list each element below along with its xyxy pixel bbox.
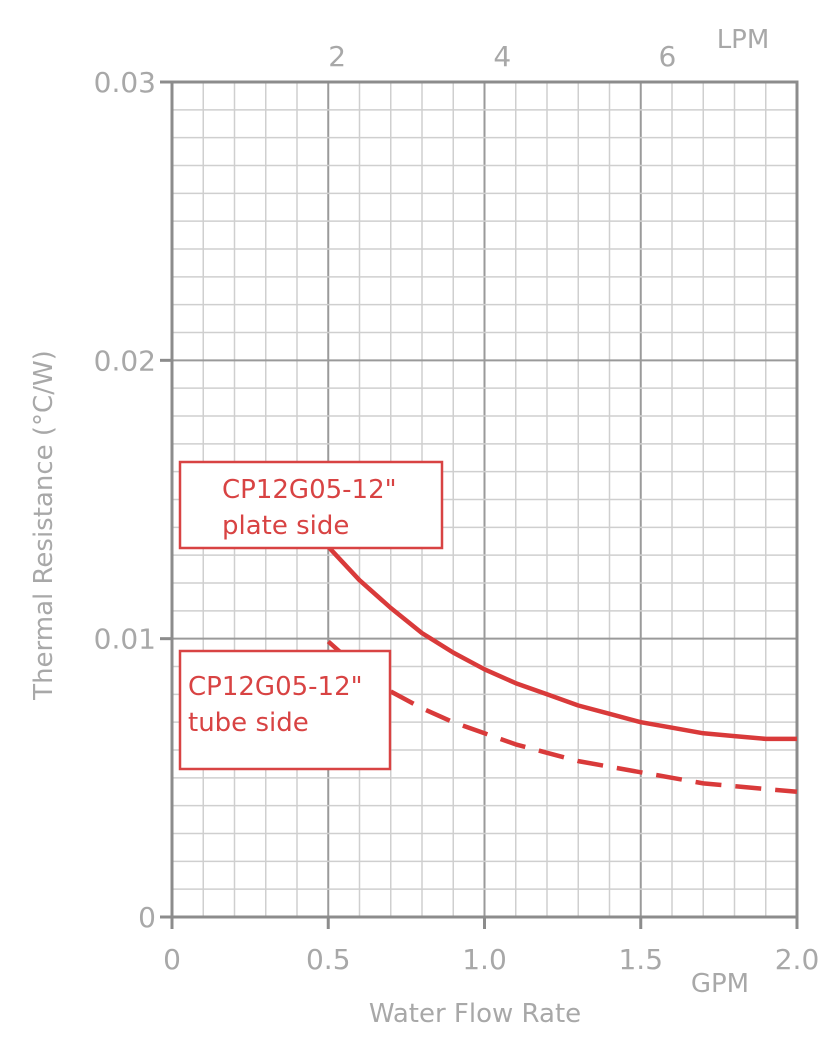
tick-labels: 0 0.01 0.02 0.03 0 0.5 1.0 1.5 2.0 2 4 6 bbox=[94, 40, 818, 976]
series-label: CP12G05-12" bbox=[222, 475, 397, 505]
top-axis-unit-label: LPM bbox=[717, 25, 770, 55]
y-tick-label: 0.02 bbox=[94, 344, 156, 377]
callout-tube-side: CP12G05-12" tube side bbox=[178, 649, 392, 771]
y-axis-title: Thermal Resistance (°C/W) bbox=[29, 350, 59, 701]
series-label: plate side bbox=[222, 511, 349, 541]
x-axis-title: Water Flow Rate bbox=[369, 999, 581, 1029]
x-tick-label: 1.5 bbox=[618, 943, 663, 976]
callout-box bbox=[178, 460, 444, 550]
top-axis-tick-label: 6 bbox=[658, 40, 676, 73]
x-tick-label: 0 bbox=[163, 943, 181, 976]
y-tick-label: 0 bbox=[138, 901, 156, 934]
x-tick-label: 2.0 bbox=[775, 943, 818, 976]
series-line-tube-side bbox=[326, 639, 798, 795]
top-axis-tick-label: 4 bbox=[493, 40, 511, 73]
series-label: tube side bbox=[188, 708, 309, 738]
grid bbox=[172, 82, 797, 917]
callouts: CP12G05-12" plate side CP12G05-12" tube sid… bbox=[178, 460, 444, 771]
series-lines bbox=[326, 545, 798, 795]
callout-box bbox=[178, 649, 392, 771]
y-tick-label: 0.01 bbox=[94, 623, 156, 656]
x-unit-label: GPM bbox=[691, 969, 749, 999]
plot-frame bbox=[160, 80, 799, 929]
series-label: CP12G05-12" bbox=[188, 672, 363, 702]
x-tick-label: 0.5 bbox=[306, 943, 351, 976]
x-tick-label: 1.0 bbox=[462, 943, 507, 976]
series-line-plate-side bbox=[326, 545, 797, 742]
y-tick-label: 0.03 bbox=[94, 66, 156, 99]
top-axis-tick-label: 2 bbox=[328, 40, 346, 73]
callout-plate-side: CP12G05-12" plate side bbox=[178, 460, 444, 550]
